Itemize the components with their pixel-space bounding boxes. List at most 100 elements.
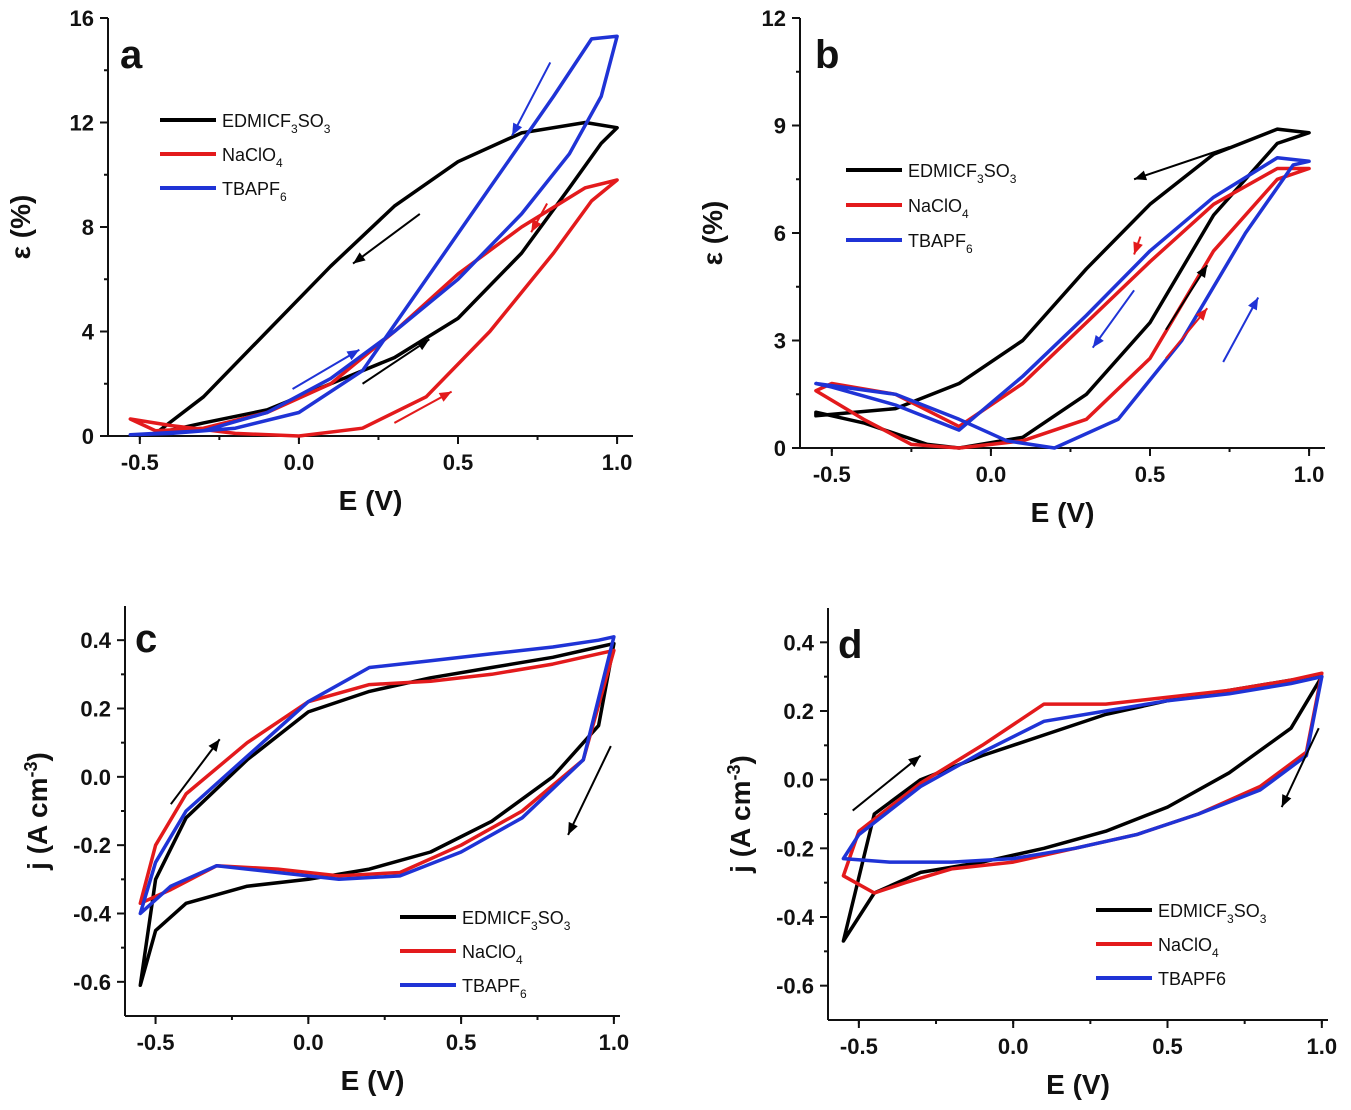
legend-label-text: NaClO bbox=[908, 196, 962, 216]
legend-label-subscript: 3 bbox=[977, 172, 984, 186]
legend-label-text: TBAPF6 bbox=[1158, 969, 1226, 989]
legend-label: NaClO4 bbox=[222, 145, 283, 170]
y-tick-label: 0.4 bbox=[783, 630, 814, 655]
legend-label-text: TBAPF bbox=[908, 231, 966, 251]
legend-label-subscript: 4 bbox=[962, 207, 969, 221]
series-line-tbapf6 bbox=[814, 156, 1311, 450]
legend-label-subscript: 3 bbox=[1260, 912, 1267, 926]
direction-arrow-head bbox=[346, 349, 360, 361]
x-axis-title: E (V) bbox=[1031, 497, 1095, 528]
legend-label-subscript: 3 bbox=[531, 919, 538, 933]
direction-arrow-line bbox=[170, 738, 221, 805]
y-tick-label: 12 bbox=[762, 6, 786, 31]
x-axis-title: E (V) bbox=[341, 1065, 405, 1096]
legend-label-text: EDMICF bbox=[462, 908, 531, 928]
direction-arrow-line bbox=[361, 338, 430, 385]
legend-label-subscript: 3 bbox=[1010, 172, 1017, 186]
legend-label-text: SO bbox=[298, 111, 324, 131]
legend-label-subscript: 6 bbox=[966, 242, 973, 256]
legend-label: NaClO4 bbox=[1158, 935, 1219, 960]
legend-label-text: TBAPF bbox=[462, 976, 520, 996]
direction-arrow-head bbox=[1196, 265, 1208, 279]
direction-arrow-line bbox=[852, 754, 922, 812]
y-tick-label: -0.6 bbox=[776, 974, 814, 999]
legend-label-text: SO bbox=[984, 161, 1010, 181]
direction-arrow-line bbox=[292, 348, 360, 390]
y-tick-label: 9 bbox=[774, 114, 786, 139]
direction-arrow-line bbox=[511, 61, 552, 137]
legend-label: TBAPF6 bbox=[222, 179, 287, 204]
legend-label: EDMICF3SO3 bbox=[1158, 901, 1267, 926]
legend-label-text: NaClO bbox=[222, 145, 276, 165]
y-tick-label: 8 bbox=[82, 215, 94, 240]
x-tick-label: 0.0 bbox=[293, 1030, 324, 1055]
y-tick-label: 0 bbox=[82, 424, 94, 449]
y-axis-title-main: j (A cm bbox=[22, 778, 53, 871]
legend-label-text: EDMICF bbox=[908, 161, 977, 181]
direction-arrow-head bbox=[1092, 335, 1104, 348]
y-axis-title-superscript: -3 bbox=[21, 762, 41, 778]
x-tick-label: 1.0 bbox=[1307, 1034, 1338, 1059]
x-tick-label: -0.5 bbox=[121, 450, 159, 475]
y-tick-label: -0.4 bbox=[73, 902, 112, 927]
legend-label-text: NaClO bbox=[1158, 935, 1212, 955]
panel-letter: d bbox=[838, 623, 862, 667]
x-tick-label: 0.0 bbox=[284, 450, 315, 475]
legend-label-text: NaClO bbox=[462, 942, 516, 962]
legend-label-subscript: 3 bbox=[324, 122, 331, 136]
legend-label-subscript: 4 bbox=[516, 953, 523, 967]
y-axis-title: ε (%) bbox=[5, 195, 36, 260]
legend-label-subscript: 4 bbox=[1212, 946, 1219, 960]
y-tick-label: 0 bbox=[774, 436, 786, 461]
legend-label-text: SO bbox=[538, 908, 564, 928]
direction-arrow-line bbox=[1133, 146, 1230, 181]
x-tick-label: 0.0 bbox=[976, 462, 1007, 487]
x-tick-label: 1.0 bbox=[602, 450, 633, 475]
series-line-naclo4 bbox=[814, 166, 1311, 450]
legend-label-text: EDMICF bbox=[1158, 901, 1227, 921]
series-line-edmicf3so3 bbox=[138, 641, 616, 988]
panel-letter: a bbox=[120, 33, 143, 77]
y-tick-label: -0.6 bbox=[73, 970, 111, 995]
legend-label: TBAPF6 bbox=[908, 231, 973, 256]
direction-arrow-head bbox=[1134, 170, 1148, 181]
x-axis-title: E (V) bbox=[339, 485, 403, 516]
legend-label: EDMICF3SO3 bbox=[462, 908, 571, 933]
x-tick-label: -0.5 bbox=[137, 1030, 175, 1055]
y-tick-label: 0.2 bbox=[80, 697, 111, 722]
legend-label-text: TBAPF bbox=[222, 179, 280, 199]
legend-label-subscript: 3 bbox=[1227, 912, 1234, 926]
x-tick-label: 0.5 bbox=[1152, 1034, 1183, 1059]
y-tick-label: 0.4 bbox=[80, 628, 111, 653]
legend-label-subscript: 6 bbox=[280, 190, 287, 204]
y-axis-title-main: j (A cm bbox=[725, 781, 756, 874]
direction-arrow-line bbox=[352, 213, 421, 265]
y-tick-label: 3 bbox=[774, 329, 786, 354]
direction-arrow-head bbox=[512, 122, 523, 136]
direction-arrow-head bbox=[416, 339, 430, 351]
legend-label-subscript: 4 bbox=[276, 156, 283, 170]
direction-arrow-head bbox=[1248, 297, 1259, 311]
y-axis-title-close: ) bbox=[725, 755, 756, 764]
legend-label-subscript: 3 bbox=[291, 122, 298, 136]
legend-label-subscript: 6 bbox=[520, 987, 527, 1001]
direction-arrow-head bbox=[1133, 241, 1143, 255]
direction-arrow-head bbox=[531, 219, 542, 233]
direction-arrow-head bbox=[1281, 794, 1292, 808]
y-tick-label: 0.0 bbox=[80, 765, 111, 790]
y-tick-label: 0.2 bbox=[783, 699, 814, 724]
x-tick-label: 0.5 bbox=[446, 1030, 477, 1055]
y-tick-label: -0.4 bbox=[776, 905, 815, 930]
panel-letter: c bbox=[135, 617, 157, 661]
y-tick-label: 6 bbox=[774, 221, 786, 246]
y-tick-label: 12 bbox=[70, 111, 94, 136]
y-tick-label: 0.0 bbox=[783, 768, 814, 793]
legend-label: NaClO4 bbox=[908, 196, 969, 221]
panel-c: -0.5 0.0 0.5 1.0 -0.6 -0.4 -0.2 0.0 0.2 0.4 E (V) j… bbox=[21, 606, 629, 1096]
y-tick-label: -0.2 bbox=[776, 836, 814, 861]
x-tick-label: 1.0 bbox=[599, 1030, 630, 1055]
legend-label: TBAPF6 bbox=[1158, 969, 1226, 989]
direction-arrow-head bbox=[568, 821, 578, 835]
direction-arrow-line bbox=[1165, 264, 1209, 331]
